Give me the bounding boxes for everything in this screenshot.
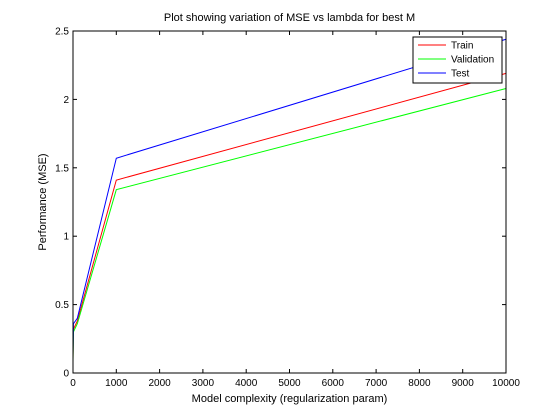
y-axis-label: Performance (MSE) [37,153,49,250]
x-tick-label: 5000 [278,378,301,389]
x-tick-label: 4000 [235,378,258,389]
y-tick-label: 1 [63,232,69,243]
plot-area [73,31,506,373]
legend: Train Validation Test [412,36,503,84]
y-tick-label: 0.5 [55,300,69,311]
y-tick-label: 2.5 [55,27,69,38]
y-tick-label: 1.5 [55,163,69,174]
y-tick-label: 2 [63,95,69,106]
y-tick-label: 0 [63,369,69,380]
x-axis-ticks: 0 1000 2000 3000 4000 5000 6000 7000 8000 9000 100… [70,31,520,389]
chart-title: Plot showing variation of MSE vs lambda … [164,12,415,24]
legend-label: Train [451,41,473,52]
axes-background [73,31,506,373]
x-tick-label: 6000 [322,378,345,389]
legend-label: Validation [451,55,494,66]
legend-entries: Train Validation Test [418,41,494,80]
x-tick-label: 1000 [105,378,128,389]
y-axis-ticks: 0 0.5 1 1.5 2 2.5 [55,27,506,380]
x-tick-label: 10000 [492,378,520,389]
x-tick-label: 3000 [192,378,215,389]
x-tick-label: 7000 [365,378,388,389]
x-tick-label: 8000 [408,378,431,389]
x-tick-label: 2000 [148,378,171,389]
x-tick-label: 0 [70,378,76,389]
legend-label: Test [451,69,470,80]
x-axis-label: Model complexity (regularization param) [192,393,388,405]
x-tick-label: 9000 [452,378,475,389]
